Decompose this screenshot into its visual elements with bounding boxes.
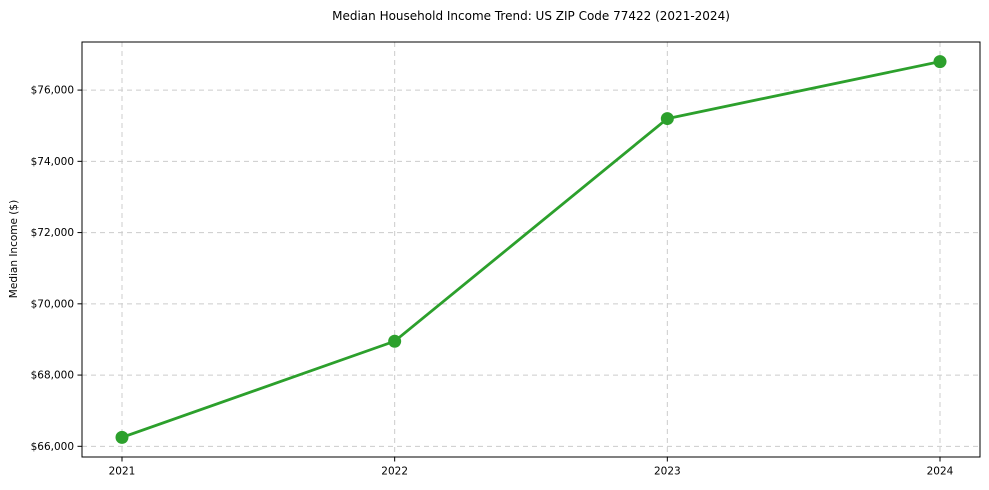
y-tick-label: $72,000 <box>31 227 74 239</box>
data-point-2023 <box>660 112 674 126</box>
x-tick-label: 2023 <box>654 466 681 478</box>
chart-title: Median Household Income Trend: US ZIP Co… <box>332 9 730 23</box>
data-point-2022 <box>388 334 402 348</box>
x-tick-label: 2022 <box>381 466 408 478</box>
y-tick-label: $76,000 <box>31 85 74 97</box>
plot-border <box>81 41 981 458</box>
data-point-2021 <box>115 430 129 444</box>
y-tick-label: $68,000 <box>31 370 74 382</box>
x-tick-label: 2024 <box>927 466 954 478</box>
data-point-2024 <box>933 55 947 69</box>
y-tick-label: $74,000 <box>31 156 74 168</box>
trend-line <box>120 60 942 439</box>
y-tick-label: $70,000 <box>31 298 74 310</box>
y-tick-label: $66,000 <box>31 441 74 453</box>
x-tick-label: 2021 <box>109 466 136 478</box>
